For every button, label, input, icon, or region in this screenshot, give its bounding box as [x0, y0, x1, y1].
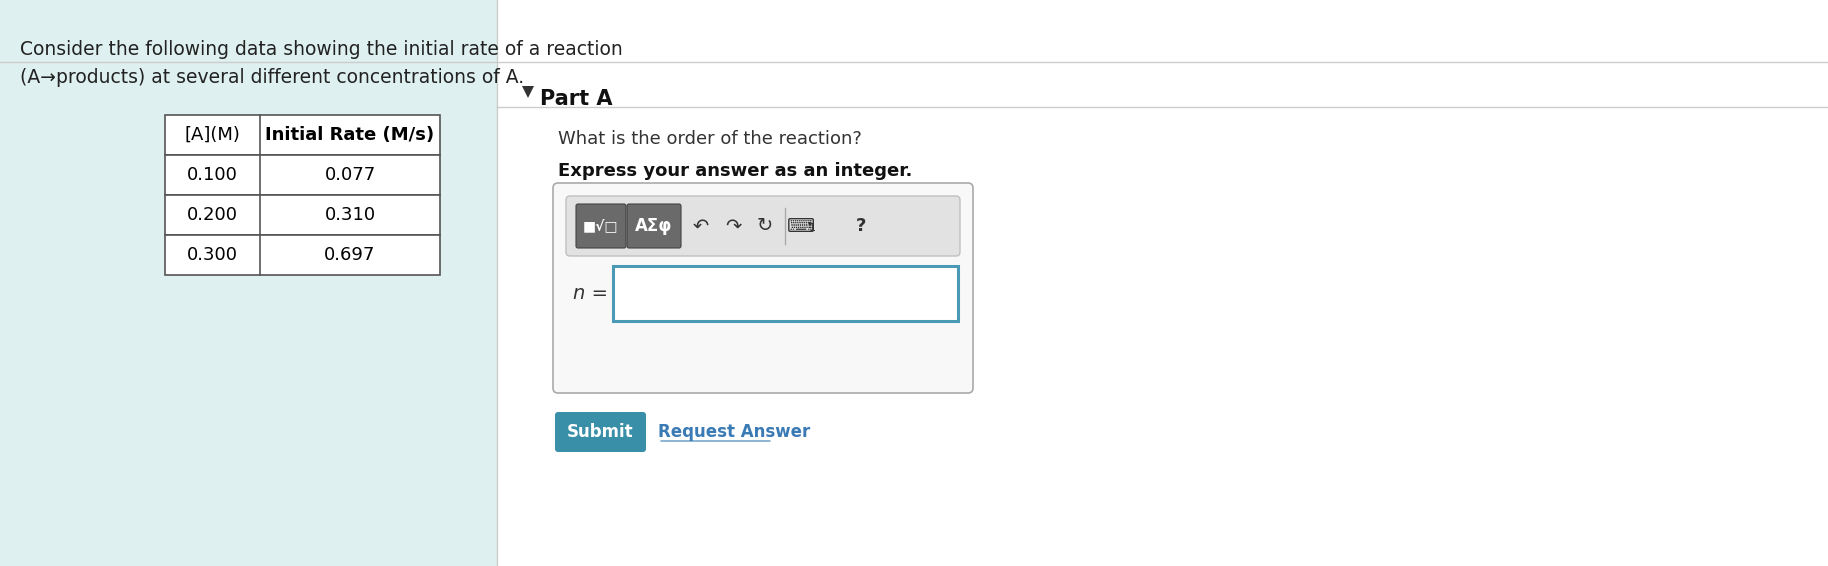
Text: 0.697: 0.697: [324, 246, 377, 264]
Text: ⌨: ⌨: [786, 217, 815, 235]
FancyBboxPatch shape: [556, 412, 645, 452]
Text: AΣφ: AΣφ: [636, 217, 673, 235]
Text: ↻: ↻: [757, 217, 773, 235]
Text: 1: 1: [808, 223, 815, 233]
FancyBboxPatch shape: [0, 0, 497, 566]
FancyBboxPatch shape: [165, 235, 441, 275]
Text: ↶: ↶: [693, 217, 709, 235]
Text: Consider the following data showing the initial rate of a reaction: Consider the following data showing the …: [20, 40, 623, 59]
FancyBboxPatch shape: [165, 115, 441, 155]
Text: What is the order of the reaction?: What is the order of the reaction?: [558, 130, 861, 148]
Text: Part A: Part A: [539, 89, 612, 109]
FancyBboxPatch shape: [576, 204, 625, 248]
Text: 0.300: 0.300: [186, 246, 238, 264]
Text: 0.077: 0.077: [324, 166, 375, 184]
FancyBboxPatch shape: [165, 195, 441, 235]
FancyBboxPatch shape: [165, 155, 441, 195]
Text: [A](M): [A](M): [185, 126, 241, 144]
Text: (A→products) at several different concentrations of A.: (A→products) at several different concen…: [20, 68, 525, 87]
FancyBboxPatch shape: [627, 204, 682, 248]
Text: Request Answer: Request Answer: [658, 423, 810, 441]
Text: 0.100: 0.100: [186, 166, 238, 184]
Text: ↷: ↷: [726, 217, 740, 235]
Text: 0.200: 0.200: [186, 206, 238, 224]
Text: Submit: Submit: [567, 423, 634, 441]
FancyBboxPatch shape: [567, 196, 960, 256]
Text: n =: n =: [572, 284, 609, 303]
Text: 0.310: 0.310: [324, 206, 375, 224]
FancyBboxPatch shape: [554, 183, 972, 393]
Text: Express your answer as an integer.: Express your answer as an integer.: [558, 162, 912, 180]
Polygon shape: [523, 86, 534, 98]
FancyBboxPatch shape: [612, 266, 958, 321]
Text: Initial Rate (M/s): Initial Rate (M/s): [265, 126, 435, 144]
Text: ?: ?: [856, 217, 866, 235]
Text: ■√□: ■√□: [583, 219, 618, 233]
